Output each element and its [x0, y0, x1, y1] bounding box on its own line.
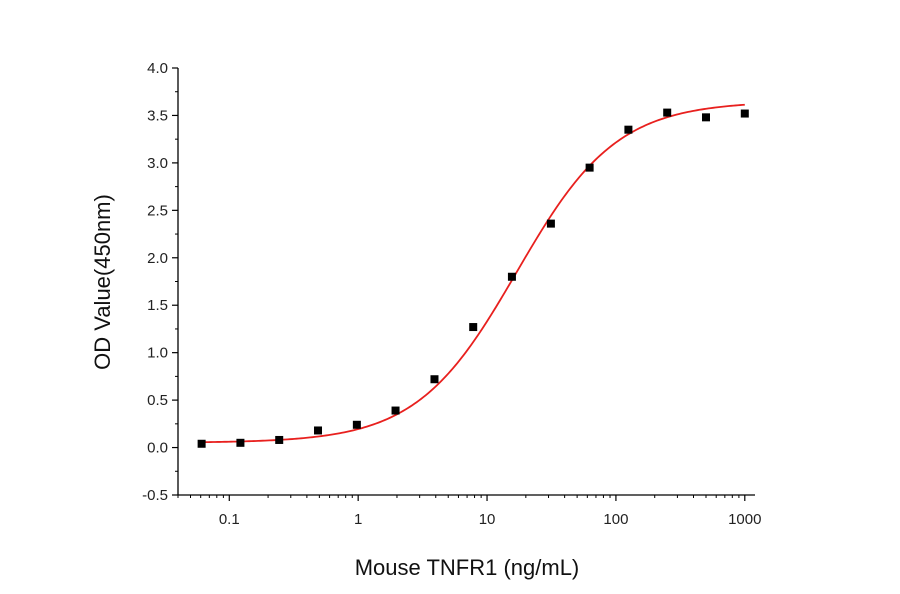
x-axis-title: Mouse TNFR1 (ng/mL): [355, 555, 580, 580]
fit-curve: [201, 103, 745, 444]
y-tick-label: 1.0: [147, 345, 168, 362]
data-point: [624, 125, 633, 134]
x-tick-label: 1: [354, 511, 362, 528]
data-point: [197, 439, 206, 448]
x-tick-label: 10: [479, 511, 496, 528]
data-point: [507, 272, 516, 281]
y-tick-label: 3.5: [147, 107, 168, 124]
data-point: [430, 375, 439, 384]
data-point: [352, 420, 361, 429]
data-point: [469, 323, 478, 332]
y-tick-label: 3.0: [147, 155, 168, 172]
data-point: [546, 219, 555, 228]
y-tick-label: 4.0: [147, 60, 168, 77]
plot-area: -0.5 0.0 0.5 1.0 1.5 2.0 2.5 3.0 3.5 4.0 0.1 1 10 100…: [142, 60, 761, 528]
data-point: [391, 406, 400, 415]
x-tick-label: 0.1: [219, 511, 240, 528]
x-tick-label: 100: [603, 511, 628, 528]
data-point: [740, 109, 749, 118]
data-point: [663, 108, 672, 117]
y-tick-label: -0.5: [142, 487, 168, 504]
y-tick-label: 0.0: [147, 440, 168, 457]
x-tick-label: 1000: [728, 511, 761, 528]
y-tick-label: 1.5: [147, 297, 168, 314]
y-tick-label: 0.5: [147, 392, 168, 409]
data-point: [236, 438, 245, 447]
y-tick-label: 2.5: [147, 202, 168, 219]
y-tick-label: 2.0: [147, 250, 168, 267]
data-point: [585, 163, 594, 172]
data-point: [701, 113, 710, 122]
data-point: [314, 426, 323, 435]
y-axis-title: OD Value(450nm): [90, 194, 115, 370]
data-point: [275, 435, 284, 444]
